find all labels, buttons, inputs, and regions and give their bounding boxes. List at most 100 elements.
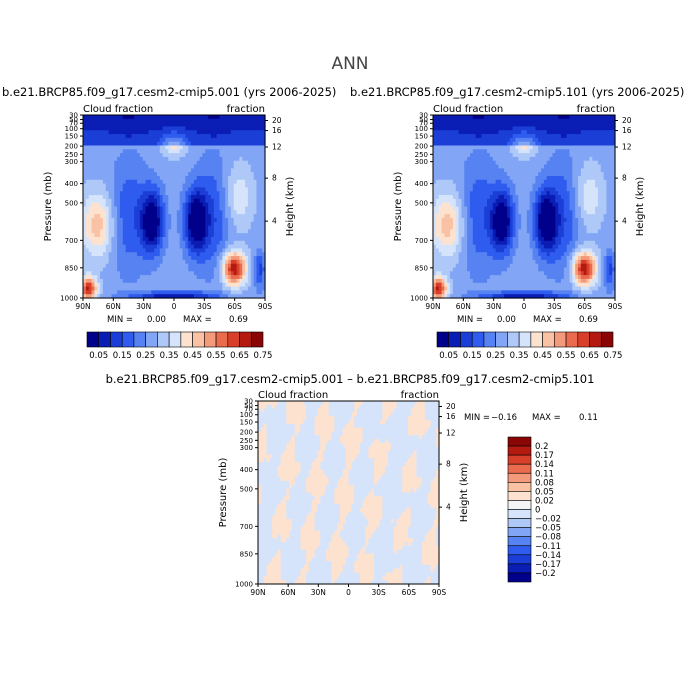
contour-cell	[216, 229, 221, 234]
contour-cell	[191, 191, 195, 196]
contour-cell	[250, 225, 255, 230]
contour-cell	[193, 267, 198, 272]
contour-cell	[600, 206, 605, 211]
contour-cell	[156, 244, 161, 250]
contour-cell	[156, 225, 161, 230]
contour-cell	[467, 118, 471, 124]
contour-cell	[575, 195, 579, 200]
contour-cell	[219, 214, 223, 219]
contour-cell	[501, 126, 505, 131]
contour-cell	[151, 145, 155, 150]
contour-cell	[191, 145, 195, 150]
contour-cell	[154, 240, 158, 246]
contour-cell	[518, 214, 522, 219]
contour-cell	[171, 256, 175, 261]
contour-cell	[569, 156, 573, 162]
contour-cell	[199, 275, 204, 280]
contour-cell	[188, 275, 192, 280]
contour-cell	[512, 179, 517, 185]
contour-cell	[498, 141, 502, 147]
contour-cell	[131, 130, 135, 135]
contour-cell	[148, 217, 152, 223]
contour-cell	[549, 126, 554, 131]
contour-cell	[515, 115, 519, 120]
contour-cell	[128, 252, 132, 257]
contour-cell	[478, 206, 482, 211]
contour-cell	[455, 134, 460, 139]
contour-cell	[467, 141, 471, 147]
contour-cell	[182, 134, 186, 139]
contour-cell	[199, 267, 204, 272]
contour-cell	[455, 202, 460, 208]
contour-cell	[501, 179, 505, 185]
contour-cell	[612, 179, 616, 185]
contour-cell	[205, 202, 209, 208]
contour-cell	[117, 225, 121, 230]
contour-cell	[191, 275, 195, 280]
contour-cell	[202, 153, 206, 158]
contour-cell	[458, 153, 463, 158]
contour-cell	[487, 160, 491, 166]
contour-cell	[461, 195, 465, 200]
contour-cell	[472, 191, 477, 196]
contour-cell	[433, 160, 437, 166]
contour-cell	[472, 221, 477, 227]
contour-cell	[532, 137, 536, 143]
contour-cell	[236, 290, 240, 295]
contour-cell	[202, 278, 206, 284]
contour-cell	[603, 130, 608, 135]
contour-cell	[151, 156, 155, 162]
contour-cell	[461, 206, 465, 211]
contour-cell	[236, 141, 240, 147]
contour-cell	[134, 210, 138, 215]
contour-cell	[518, 172, 522, 177]
contour-cell	[137, 176, 141, 181]
contour-cell	[475, 156, 480, 162]
contour-cell	[245, 237, 249, 242]
contour-cell	[225, 225, 229, 230]
contour-cell	[242, 263, 246, 269]
contour-cell	[555, 210, 559, 215]
contour-cell	[236, 160, 240, 166]
contour-cell	[529, 176, 534, 181]
contour-cell	[94, 118, 98, 124]
contour-cell	[484, 141, 488, 147]
contour-cell	[461, 156, 465, 162]
contour-cell	[94, 141, 98, 147]
contour-cell	[159, 141, 164, 147]
contour-cell	[467, 168, 471, 173]
contour-cell	[114, 168, 118, 173]
contour-cell	[521, 202, 525, 208]
contour-cell	[117, 187, 121, 192]
contour-cell	[225, 130, 229, 135]
contour-cell	[191, 153, 195, 158]
contour-cell	[450, 187, 454, 192]
contour-cell	[572, 187, 576, 192]
contour-cell	[128, 168, 132, 173]
contour-cell	[262, 130, 266, 135]
contour-cell	[546, 206, 551, 211]
contour-cell	[512, 118, 517, 124]
contour-cell	[202, 191, 206, 196]
contour-cell	[111, 282, 115, 288]
contour-cell	[230, 210, 235, 215]
contour-cell	[589, 126, 593, 131]
contour-cell	[575, 145, 579, 150]
contour-cell	[151, 252, 155, 257]
contour-cell	[228, 176, 232, 181]
contour-cell	[495, 206, 499, 211]
contour-cell	[506, 156, 511, 162]
contour-cell	[83, 141, 87, 147]
contour-cell	[560, 187, 565, 192]
contour-cell	[583, 122, 588, 128]
contour-cell	[487, 149, 491, 154]
contour-cell	[213, 286, 218, 291]
contour-cell	[210, 252, 215, 257]
contour-cell	[219, 141, 223, 147]
contour-cell	[509, 217, 514, 223]
contour-cell	[182, 202, 186, 208]
contour-cell	[88, 183, 93, 189]
contour-cell	[83, 286, 87, 291]
contour-cell	[88, 137, 93, 143]
contour-cell	[580, 202, 585, 208]
